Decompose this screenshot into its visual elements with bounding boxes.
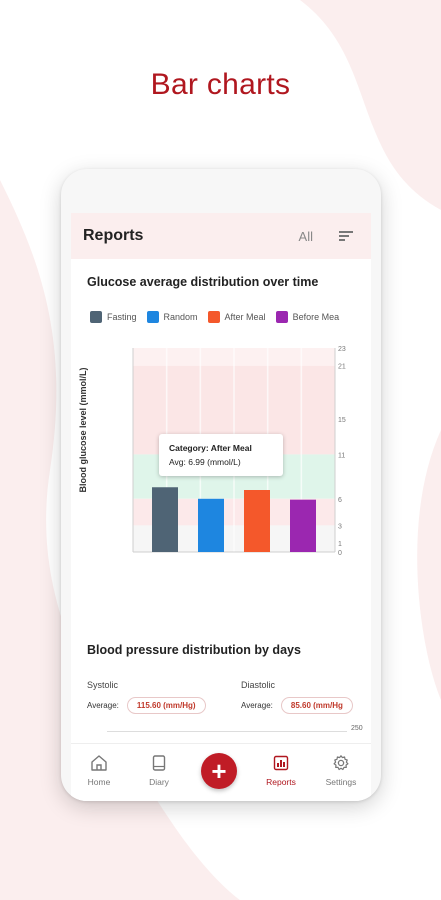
y-tick-label: 23 — [338, 346, 346, 353]
legend-label: Fasting — [107, 312, 137, 322]
page-title: Reports — [83, 227, 144, 244]
bar-fasting — [152, 487, 178, 552]
y-tick-label: 6 — [338, 497, 342, 504]
y-tick-label: 3 — [338, 523, 342, 530]
nav-reports-label: Reports — [266, 777, 296, 787]
bp-chart-top-line — [107, 731, 347, 732]
y-tick-label: 15 — [338, 417, 346, 424]
nav-reports[interactable]: Reports — [256, 754, 306, 787]
tooltip-category: Category: After Meal — [169, 443, 252, 453]
y-tick-label: 11 — [338, 452, 345, 459]
y-tick-label: 1 — [338, 541, 342, 548]
nav-diary-label: Diary — [149, 777, 169, 787]
legend-item-random[interactable]: Random — [146, 311, 198, 323]
phone-frame: Reports All Glucose average distribution… — [61, 169, 381, 801]
gear-icon — [333, 755, 349, 771]
bar-random — [198, 498, 224, 552]
legend-item-fasting[interactable]: Fasting — [90, 311, 137, 323]
y-tick-label: 21 — [338, 364, 346, 371]
legend-label: Random — [163, 312, 198, 322]
legend-swatch — [90, 311, 102, 323]
filter-selector[interactable]: All — [298, 228, 313, 244]
y-tick-label: 0 — [338, 550, 342, 557]
sort-icon[interactable] — [339, 231, 353, 241]
book-icon — [152, 755, 166, 771]
chart-tooltip: Category: After Meal Avg: 6.99 (mmol/L) — [159, 434, 283, 476]
bp-card-title: Blood pressure distribution by days — [87, 643, 301, 657]
app-header: Reports All — [71, 213, 371, 259]
nav-diary[interactable]: Diary — [134, 754, 184, 787]
nav-home-label: Home — [87, 777, 111, 787]
bar-before-meal — [290, 499, 316, 552]
bottom-navigation: Home Diary + Reports — [71, 743, 371, 801]
systolic-average-row: Average: 115.60 (mm/Hg) — [87, 697, 206, 714]
legend-swatch — [207, 311, 220, 323]
glucose-card-title: Glucose average distribution over time — [87, 275, 319, 289]
bar-after-meal — [244, 490, 270, 552]
report-chart-icon — [273, 755, 289, 771]
legend-label: Before Mea — [292, 312, 340, 322]
add-entry-button[interactable]: + — [201, 753, 237, 789]
y-axis-label: Blood glucose level (mmol/L) — [78, 367, 88, 493]
diastolic-average-value: 85.60 (mm/Hg — [280, 697, 353, 714]
legend-label: After Meal — [224, 312, 266, 322]
legend-swatch — [146, 311, 159, 323]
nav-settings-label: Settings — [325, 777, 357, 787]
average-label: Average: — [241, 701, 273, 710]
systolic-average-value: 115.60 (mm/Hg) — [126, 697, 206, 714]
average-label: Average: — [87, 701, 119, 710]
nav-home[interactable]: Home — [74, 754, 124, 787]
systolic-label: Systolic — [87, 680, 119, 690]
legend-item-after-meal[interactable]: After Meal — [207, 311, 266, 323]
tooltip-average: Avg: 6.99 (mmol/L) — [169, 457, 241, 467]
bp-axis-tick: 250 — [351, 725, 363, 732]
diastolic-average-row: Average: 85.60 (mm/Hg — [241, 697, 353, 714]
legend-item-before-meal[interactable]: Before Mea — [275, 311, 340, 323]
plus-icon: + — [211, 756, 227, 786]
promo-title: Bar charts — [150, 68, 291, 101]
home-icon — [91, 755, 107, 771]
diastolic-label: Diastolic — [241, 680, 276, 690]
nav-settings[interactable]: Settings — [316, 754, 366, 787]
app-screen: Reports All Glucose average distribution… — [71, 213, 371, 801]
chart-legend: Fasting Random After Meal Before Mea — [90, 311, 349, 323]
legend-swatch — [275, 311, 288, 323]
